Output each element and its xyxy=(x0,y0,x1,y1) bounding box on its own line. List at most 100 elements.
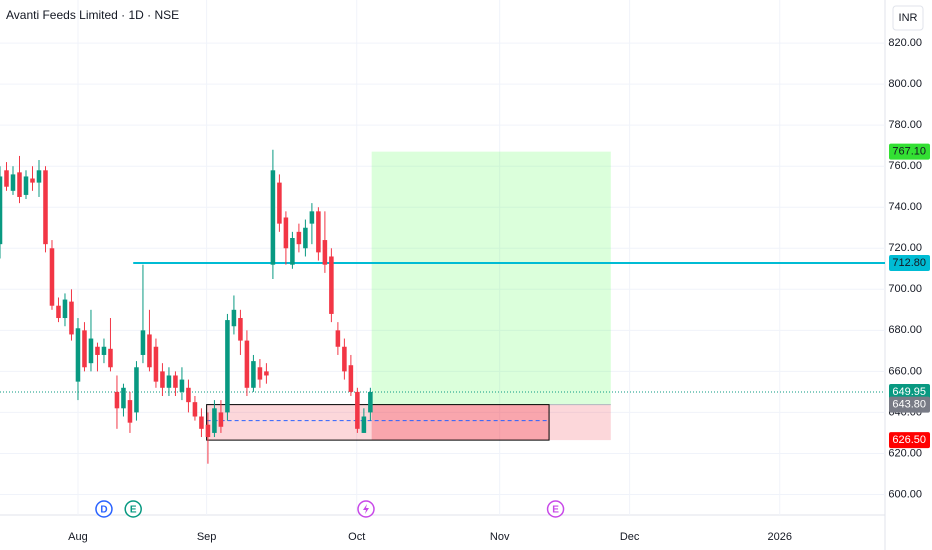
candle-body xyxy=(199,416,204,429)
candle-body xyxy=(309,211,315,224)
candle-body xyxy=(140,330,146,355)
candle-body xyxy=(127,400,133,423)
candle-body xyxy=(348,365,354,392)
candle-body xyxy=(296,231,302,245)
x-tick-label: Aug xyxy=(68,531,88,543)
candle-body xyxy=(121,387,126,409)
price-tag-label: 767.10 xyxy=(892,146,926,158)
candle-body xyxy=(101,346,107,355)
price-tag-label: 626.50 xyxy=(892,434,926,446)
candle-body xyxy=(23,176,29,195)
candle-body xyxy=(212,408,217,433)
bolt xyxy=(363,504,369,514)
candle-body xyxy=(88,338,94,364)
candle-body xyxy=(283,217,289,249)
candle-body xyxy=(4,170,9,187)
event-marker xyxy=(546,500,565,518)
loss-zone-strong xyxy=(371,404,550,441)
price-tag xyxy=(889,396,930,413)
profit-zone xyxy=(371,151,611,405)
plot xyxy=(0,0,885,515)
candle-body xyxy=(342,346,347,372)
selection-box xyxy=(206,404,550,441)
candle-body xyxy=(322,240,328,265)
candle-body xyxy=(238,318,243,341)
candle-body xyxy=(355,391,360,429)
candle-body xyxy=(75,328,81,382)
y-tick-label: 600.00 xyxy=(888,488,922,500)
candle-body xyxy=(114,391,120,409)
candle-body xyxy=(186,387,191,403)
x-tick-label: Oct xyxy=(348,531,365,543)
candle-body xyxy=(160,371,165,388)
event-label: D xyxy=(100,505,107,516)
y-tick-label: 660.00 xyxy=(888,365,922,377)
price-tag xyxy=(889,255,930,272)
event-label: E xyxy=(552,505,559,516)
y-tick-label: 680.00 xyxy=(888,324,922,336)
candle-body xyxy=(62,299,68,319)
candle-body xyxy=(166,375,172,388)
candle-body xyxy=(30,178,35,183)
candle-body xyxy=(49,248,55,306)
candle-body xyxy=(205,424,211,438)
candle-body xyxy=(179,379,185,392)
candle-body xyxy=(335,330,341,347)
x-tick-label: Dec xyxy=(620,531,640,543)
y-tick-label: 620.00 xyxy=(888,447,922,459)
candle-body xyxy=(36,170,42,183)
x-tick-label: 2026 xyxy=(767,531,791,543)
x-tick-label: Sep xyxy=(197,531,217,543)
candle-body xyxy=(218,412,224,427)
chart-title: Avanti Feeds Limited · 1D · NSE xyxy=(6,8,179,22)
candle-body xyxy=(368,391,373,413)
y-tick-label: 780.00 xyxy=(888,119,922,131)
candle-body xyxy=(225,320,230,413)
currency-box[interactable] xyxy=(892,5,924,31)
candle-body xyxy=(0,176,3,245)
price-tag-label: 643.80 xyxy=(892,399,926,411)
candle-body xyxy=(244,340,250,388)
price-tag xyxy=(889,383,930,400)
loss-zone xyxy=(206,404,611,441)
candle-body xyxy=(108,348,113,368)
candle-body xyxy=(153,346,159,382)
candle-body xyxy=(329,256,334,314)
price-tag-label: 649.95 xyxy=(892,386,926,398)
y-tick-label: 740.00 xyxy=(888,201,922,213)
candle-body xyxy=(17,172,22,197)
currency: INR xyxy=(899,12,918,24)
y-tick-label: 760.00 xyxy=(888,160,922,172)
candle-body xyxy=(257,367,263,380)
dividend-icon[interactable] xyxy=(357,500,375,518)
event-label: E xyxy=(130,505,137,516)
price-tag-label: 712.80 xyxy=(892,257,926,269)
candle-body xyxy=(303,227,308,249)
candle-body xyxy=(316,211,321,253)
candle-body xyxy=(290,238,295,265)
price-tag xyxy=(889,432,930,449)
event-marker xyxy=(124,500,142,518)
candle-body xyxy=(82,330,87,368)
y-tick-label: 700.00 xyxy=(888,283,922,295)
candle-body xyxy=(192,402,198,417)
candle-body xyxy=(10,174,16,191)
candle-body xyxy=(251,361,256,388)
candle-body xyxy=(134,367,139,413)
price-tag xyxy=(889,143,930,160)
candle-body xyxy=(264,371,269,376)
candle-body xyxy=(69,301,74,335)
x-tick-label: Nov xyxy=(490,531,510,543)
y-tick-label: 800.00 xyxy=(888,78,922,90)
candle-body xyxy=(231,309,237,327)
candle-body xyxy=(277,182,282,224)
candle-body xyxy=(95,346,100,355)
candle-body xyxy=(147,334,152,368)
y-tick-label: 820.00 xyxy=(888,37,922,49)
candle-body xyxy=(43,170,48,245)
candle-body xyxy=(173,375,178,388)
event-marker xyxy=(95,500,113,518)
candle-body xyxy=(270,170,276,265)
